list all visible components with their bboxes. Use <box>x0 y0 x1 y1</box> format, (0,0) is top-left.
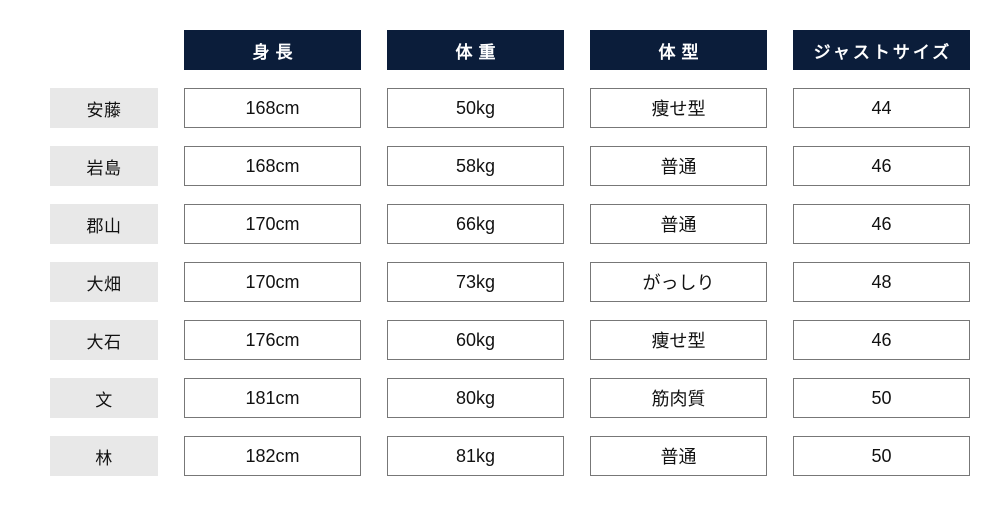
cell-weight: 80kg <box>387 378 564 418</box>
cell-bodytype: 痩せ型 <box>590 320 767 360</box>
col-header-weight: 体重 <box>387 30 564 70</box>
cell-weight: 50kg <box>387 88 564 128</box>
cell-height: 181cm <box>184 378 361 418</box>
cell-weight: 66kg <box>387 204 564 244</box>
row-header-name: 大石 <box>50 320 158 360</box>
cell-bodytype: 筋肉質 <box>590 378 767 418</box>
row-header-name: 安藤 <box>50 88 158 128</box>
cell-bodytype: 痩せ型 <box>590 88 767 128</box>
cell-weight: 81kg <box>387 436 564 476</box>
cell-justsize: 50 <box>793 436 970 476</box>
cell-height: 168cm <box>184 146 361 186</box>
table-row: 文 181cm 80kg 筋肉質 50 <box>20 378 980 418</box>
cell-bodytype: がっしり <box>590 262 767 302</box>
table-row: 岩島 168cm 58kg 普通 46 <box>20 146 980 186</box>
cell-weight: 58kg <box>387 146 564 186</box>
col-header-bodytype: 体型 <box>590 30 767 70</box>
table-row: 大畑 170cm 73kg がっしり 48 <box>20 262 980 302</box>
table-row: 林 182cm 81kg 普通 50 <box>20 436 980 476</box>
size-table: 身長 体重 体型 ジャストサイズ 安藤 168cm 50kg 痩せ型 44 岩島… <box>0 0 1000 506</box>
row-header-name: 郡山 <box>50 204 158 244</box>
table-row: 郡山 170cm 66kg 普通 46 <box>20 204 980 244</box>
cell-justsize: 50 <box>793 378 970 418</box>
cell-bodytype: 普通 <box>590 436 767 476</box>
col-header-height: 身長 <box>184 30 361 70</box>
cell-bodytype: 普通 <box>590 146 767 186</box>
cell-justsize: 46 <box>793 320 970 360</box>
cell-bodytype: 普通 <box>590 204 767 244</box>
header-row: 身長 体重 体型 ジャストサイズ <box>20 30 980 70</box>
table-row: 大石 176cm 60kg 痩せ型 46 <box>20 320 980 360</box>
cell-height: 176cm <box>184 320 361 360</box>
header-spacer <box>20 30 158 70</box>
cell-height: 168cm <box>184 88 361 128</box>
row-header-name: 林 <box>50 436 158 476</box>
table-row: 安藤 168cm 50kg 痩せ型 44 <box>20 88 980 128</box>
cell-weight: 73kg <box>387 262 564 302</box>
cell-weight: 60kg <box>387 320 564 360</box>
row-header-name: 岩島 <box>50 146 158 186</box>
row-header-name: 文 <box>50 378 158 418</box>
cell-height: 170cm <box>184 262 361 302</box>
cell-height: 170cm <box>184 204 361 244</box>
cell-height: 182cm <box>184 436 361 476</box>
cell-justsize: 44 <box>793 88 970 128</box>
col-header-justsize: ジャストサイズ <box>793 30 970 70</box>
cell-justsize: 46 <box>793 146 970 186</box>
cell-justsize: 46 <box>793 204 970 244</box>
row-header-name: 大畑 <box>50 262 158 302</box>
cell-justsize: 48 <box>793 262 970 302</box>
